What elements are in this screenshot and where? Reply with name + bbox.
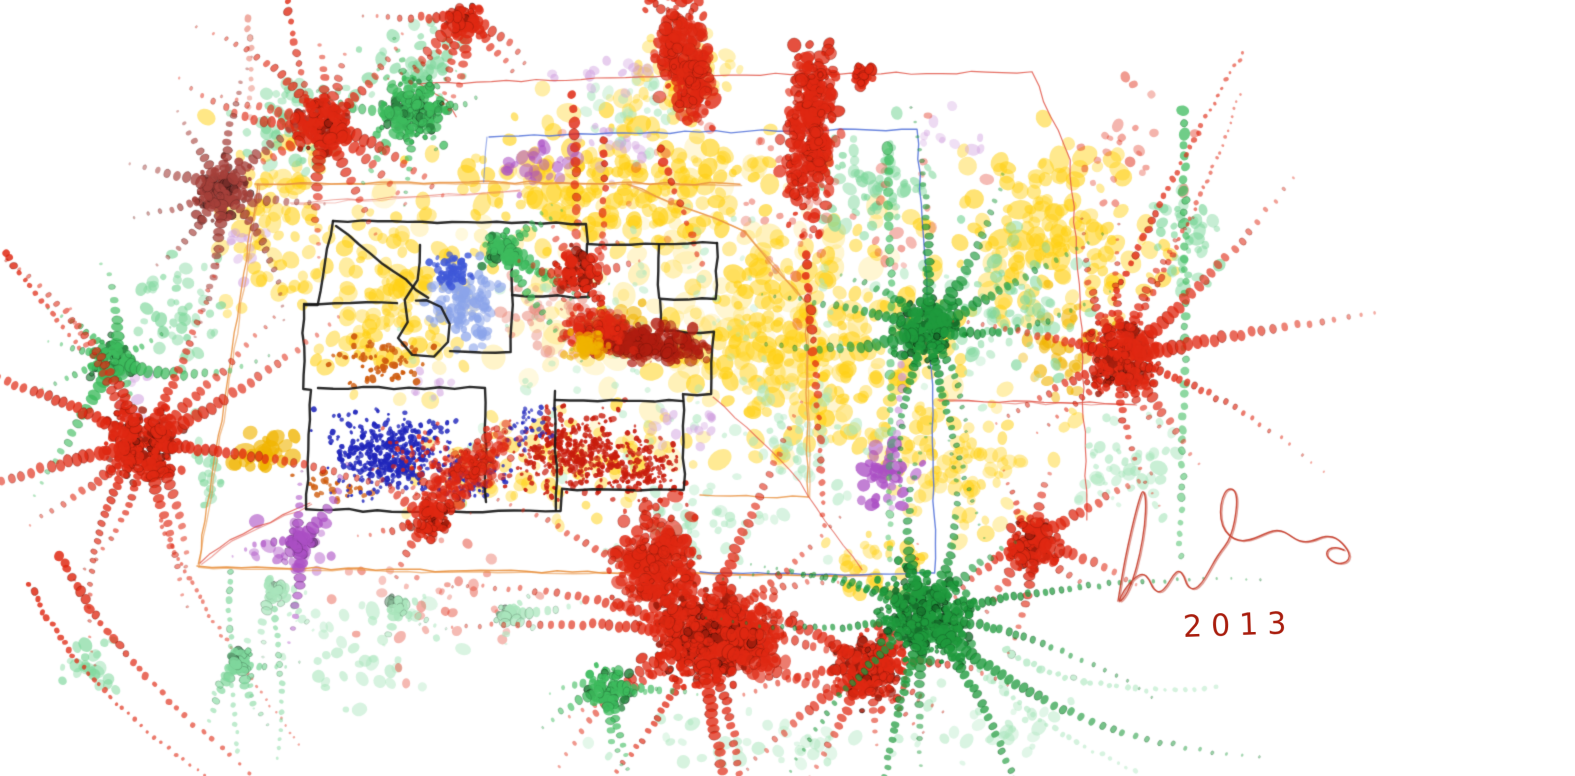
signature-year-text: 2013 xyxy=(1182,606,1296,645)
